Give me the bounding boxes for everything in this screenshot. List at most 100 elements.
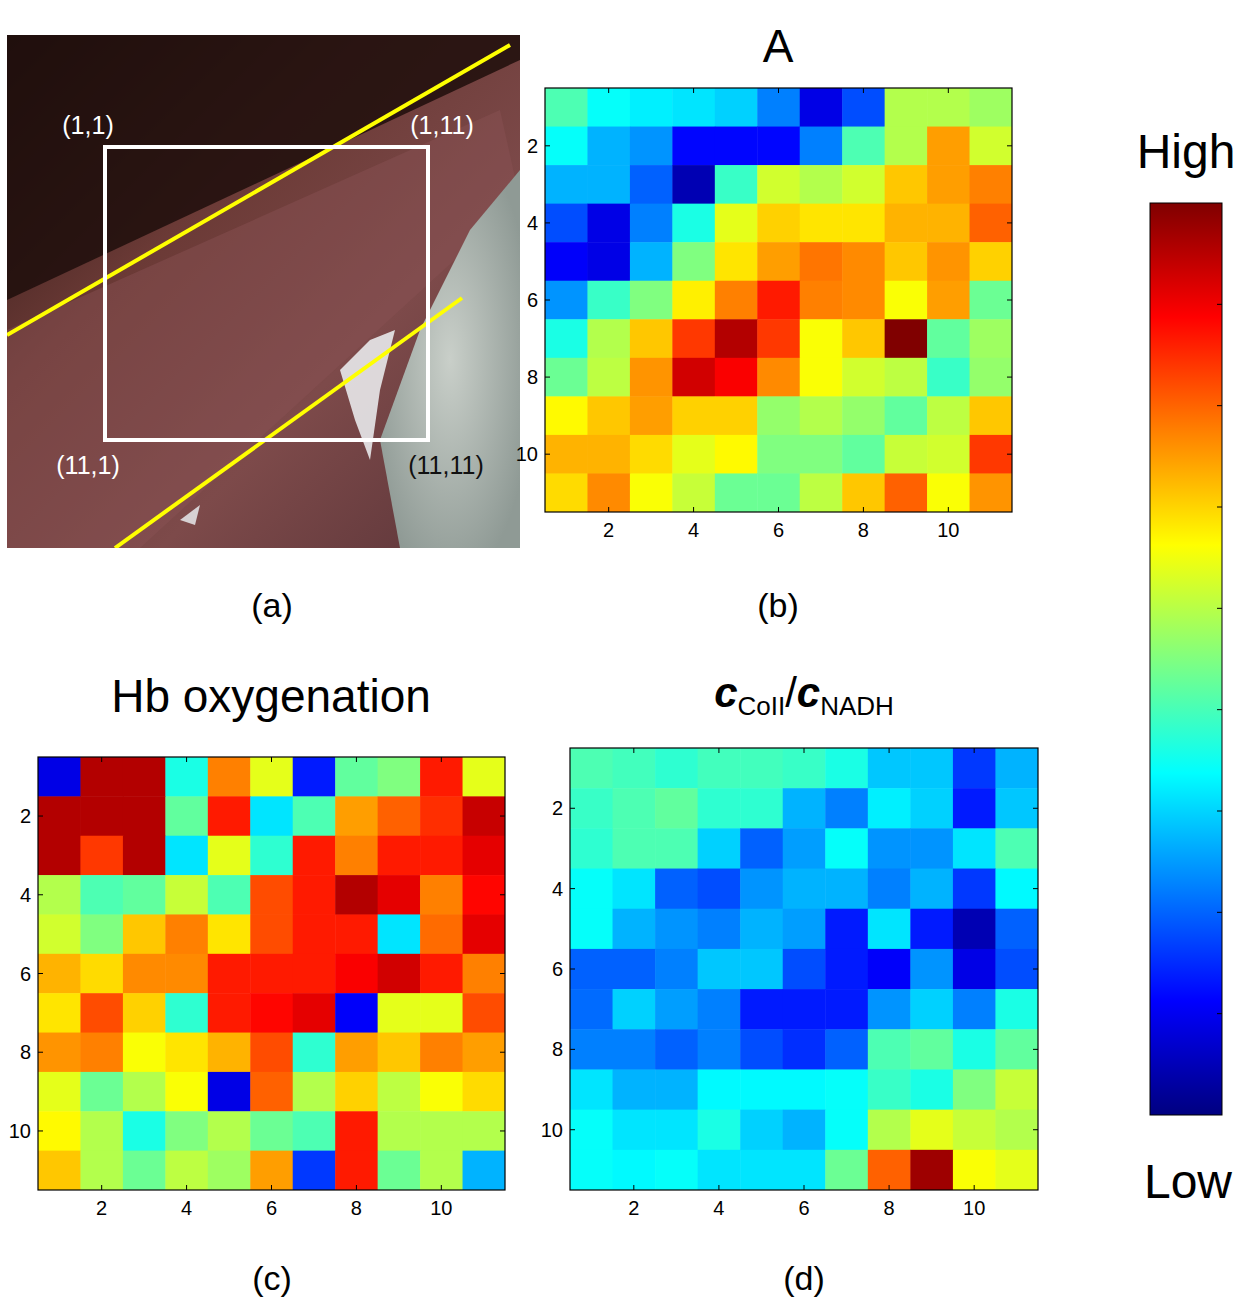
photo-tissue-white [380, 170, 520, 548]
cell [698, 1110, 741, 1151]
x-tick-label: 4 [688, 519, 699, 541]
x-tick [778, 88, 779, 93]
cell [970, 319, 1012, 358]
cell [463, 875, 505, 915]
cell [208, 875, 251, 915]
panel-letter: (b) [757, 586, 799, 624]
cell [757, 88, 800, 127]
cell [757, 242, 800, 281]
y-tick-label: 2 [527, 135, 538, 157]
cell [800, 358, 843, 397]
cell [570, 869, 613, 910]
cell [463, 1151, 505, 1190]
cell [38, 796, 81, 836]
cell [783, 1150, 826, 1190]
x-tick [863, 88, 864, 93]
cell [570, 1069, 613, 1110]
x-tick [693, 507, 694, 512]
cell [825, 949, 868, 990]
cell [570, 989, 613, 1030]
cell [335, 954, 378, 994]
cell [995, 1029, 1038, 1070]
cell [250, 1072, 293, 1112]
cell [842, 165, 885, 204]
cell [927, 242, 970, 281]
corner-label: (11,1) [56, 451, 119, 479]
cell [293, 993, 336, 1033]
cell [715, 358, 758, 397]
y-tick-label: 8 [552, 1038, 563, 1060]
cell [672, 165, 715, 204]
cell [378, 1072, 421, 1112]
x-tick [356, 757, 357, 762]
cell [545, 435, 588, 474]
y-tick [500, 1052, 505, 1053]
cell [715, 473, 758, 512]
colorbar-tick [1217, 709, 1222, 710]
cell [630, 396, 673, 435]
cell [80, 954, 123, 994]
y-tick [545, 145, 550, 146]
y-tick [570, 1129, 575, 1130]
y-tick-label: 2 [552, 797, 563, 819]
cell [293, 836, 336, 876]
x-tick [804, 1185, 805, 1190]
cell [995, 869, 1038, 910]
title-part: c [797, 669, 820, 716]
cell [80, 1033, 123, 1073]
colorbar-tick [1217, 304, 1222, 305]
x-tick-label: 8 [351, 1197, 362, 1219]
cell [208, 757, 251, 797]
cell [335, 875, 378, 915]
cell [783, 748, 826, 789]
cells [38, 757, 505, 1190]
cell [953, 909, 996, 950]
cell [587, 435, 630, 474]
x-tick [693, 88, 694, 93]
cell [740, 949, 783, 990]
y-tick [500, 973, 505, 974]
cell [800, 319, 843, 358]
panel-letter: (a) [251, 586, 293, 624]
cell [293, 875, 336, 915]
cells [570, 748, 1038, 1190]
cell [165, 914, 208, 954]
cell [250, 914, 293, 954]
cell [80, 1072, 123, 1112]
figure: (1,1)(1,11)(11,1)(11,11)246810246810A246… [0, 0, 1258, 1312]
cell [698, 828, 741, 869]
cell [927, 281, 970, 320]
cell [885, 358, 928, 397]
cell [545, 358, 588, 397]
cell [38, 875, 81, 915]
y-tick [570, 888, 575, 889]
cell [910, 1110, 953, 1151]
cell [208, 836, 251, 876]
cell [842, 396, 885, 435]
y-tick [1033, 1049, 1038, 1050]
cell [250, 993, 293, 1033]
cell [123, 836, 166, 876]
cell [783, 869, 826, 910]
cell [420, 875, 463, 915]
cell [587, 358, 630, 397]
cell [800, 88, 843, 127]
cell [545, 88, 588, 127]
cells [545, 88, 1012, 512]
y-tick [545, 377, 550, 378]
cell [80, 796, 123, 836]
cell [783, 1069, 826, 1110]
cell [123, 993, 166, 1033]
cell [378, 796, 421, 836]
cell [335, 796, 378, 836]
cell [630, 242, 673, 281]
heatmap: 246810246810A [516, 20, 1013, 541]
cell [208, 993, 251, 1033]
y-tick [570, 808, 575, 809]
x-tick [608, 507, 609, 512]
x-tick [608, 88, 609, 93]
cell [715, 204, 758, 243]
panel-title: Hb oxygenation [111, 670, 431, 722]
cell [953, 1069, 996, 1110]
cell [655, 828, 698, 869]
